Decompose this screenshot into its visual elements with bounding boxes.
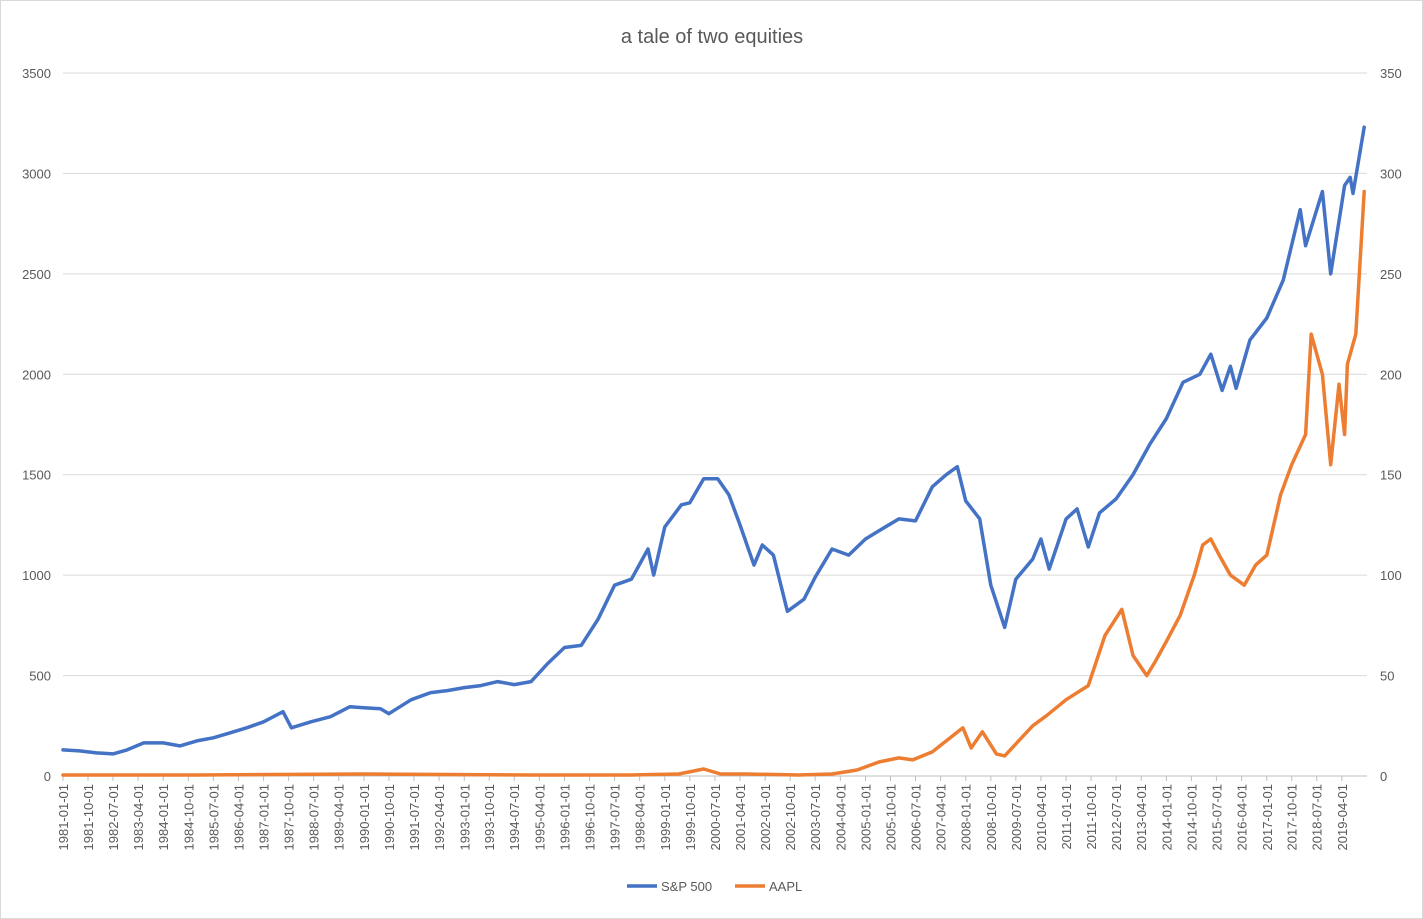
x-tick-label: 1983-04-01	[131, 784, 146, 851]
right-tick-label: 300	[1380, 166, 1402, 181]
x-tick-label: 2014-01-01	[1159, 784, 1174, 851]
left-tick-label: 500	[29, 669, 51, 684]
x-tick-label: 2017-01-01	[1260, 784, 1275, 851]
right-tick-label: 0	[1380, 769, 1387, 784]
right-tick-label: 250	[1380, 267, 1402, 282]
right-tick-label: 350	[1380, 66, 1402, 81]
x-tick-label: 1982-07-01	[106, 784, 121, 851]
x-tick-label: 1989-04-01	[332, 784, 347, 851]
series-lines	[61, 125, 1366, 777]
x-tick-label: 1993-01-01	[457, 784, 472, 851]
series-line-aapl	[61, 189, 1366, 777]
left-tick-label: 1000	[22, 568, 51, 583]
x-tick-label: 1994-07-01	[507, 784, 522, 851]
x-tick-label: 2018-07-01	[1310, 784, 1325, 851]
x-tick-label: 2001-04-01	[733, 784, 748, 851]
legend-label: S&P 500	[661, 879, 712, 894]
x-tick-label: 1985-07-01	[206, 784, 221, 851]
right-tick-label: 50	[1380, 669, 1394, 684]
right-tick-label: 200	[1380, 367, 1402, 382]
left-tick-label: 3000	[22, 166, 51, 181]
x-tick-label: 1998-04-01	[633, 784, 648, 851]
x-tick-label: 2008-01-01	[959, 784, 974, 851]
x-tick-label: 1987-01-01	[257, 784, 272, 851]
x-tick-label: 1999-10-01	[683, 784, 698, 851]
x-tick-label: 1981-01-01	[56, 784, 71, 851]
left-tick-label: 2500	[22, 267, 51, 282]
x-tick-label: 2005-01-01	[859, 784, 874, 851]
x-tick-label: 2002-01-01	[758, 784, 773, 851]
left-tick-label: 2000	[22, 367, 51, 382]
x-tick-label: 2010-04-01	[1034, 784, 1049, 851]
x-tick-label: 1996-01-01	[557, 784, 572, 851]
x-tick-label: 1992-04-01	[432, 784, 447, 851]
x-tick-label: 2019-04-01	[1335, 784, 1350, 851]
x-tick-label: 1993-10-01	[482, 784, 497, 851]
right-tick-label: 100	[1380, 568, 1402, 583]
right-axis: 0 50 100 150 200 250 300 350	[1380, 66, 1402, 784]
x-tick-label: 2015-07-01	[1209, 784, 1224, 851]
x-tick-label: 1991-07-01	[407, 784, 422, 851]
x-tick-label: 2014-10-01	[1184, 784, 1199, 851]
x-tick-label: 2013-04-01	[1134, 784, 1149, 851]
left-axis: 0 500 1000 1500 2000 2500 3000 3500	[22, 66, 51, 784]
left-tick-label: 0	[44, 769, 51, 784]
series-line-s-p-500	[61, 125, 1366, 756]
x-tick-label: 2007-04-01	[934, 784, 949, 851]
x-tick-label: 1999-01-01	[658, 784, 673, 851]
right-tick-label: 150	[1380, 468, 1402, 483]
x-tick-label: 1984-01-01	[156, 784, 171, 851]
x-axis: 1981-01-01 1981-10-01 1982-07-01 1983-04-01…	[56, 775, 1367, 851]
x-tick-label: 1981-10-01	[81, 784, 96, 851]
x-tick-label: 1996-10-01	[583, 784, 598, 851]
gridlines	[63, 72, 1367, 677]
x-tick-label: 1990-10-01	[382, 784, 397, 851]
x-tick-label: 2003-07-01	[808, 784, 823, 851]
x-tick-label: 2017-10-01	[1285, 784, 1300, 851]
x-tick-label: 2009-07-01	[1009, 784, 1024, 851]
x-tick-label: 1990-01-01	[357, 784, 372, 851]
x-tick-label: 2008-10-01	[984, 784, 999, 851]
x-tick-label: 2005-10-01	[883, 784, 898, 851]
x-tick-label: 2011-01-01	[1059, 784, 1074, 850]
x-tick-label: 2011-10-01	[1084, 784, 1099, 850]
x-tick-label: 2004-04-01	[833, 784, 848, 851]
x-tick-label: 2016-04-01	[1235, 784, 1250, 851]
x-tick-label: 1995-04-01	[532, 784, 547, 851]
x-tick-label: 1984-10-01	[181, 784, 196, 851]
left-tick-label: 3500	[22, 66, 51, 81]
x-tick-label: 2006-07-01	[908, 784, 923, 851]
legend-label: AAPL	[769, 879, 802, 894]
x-tick-label: 1988-07-01	[307, 784, 322, 851]
chart-title: a tale of two equities	[621, 26, 803, 48]
legend: S&P 500 AAPL	[627, 879, 802, 894]
x-tick-label: 2000-07-01	[708, 784, 723, 851]
left-tick-label: 1500	[22, 468, 51, 483]
x-tick-label: 1997-07-01	[608, 784, 623, 851]
x-tick-label: 2012-07-01	[1109, 784, 1124, 851]
x-tick-label: 1986-04-01	[231, 784, 246, 851]
x-tick-label: 1987-10-01	[282, 784, 297, 851]
x-tick-label: 2002-10-01	[783, 784, 798, 851]
